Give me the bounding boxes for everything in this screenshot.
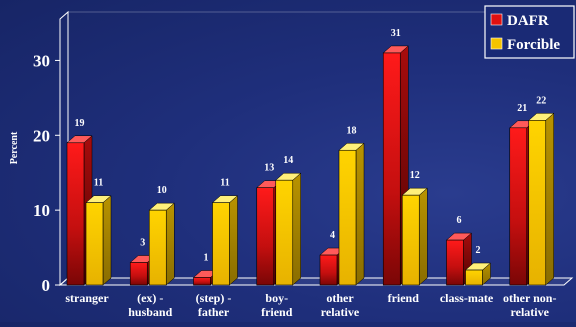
data-label: 2 [476, 245, 481, 256]
category-label: relative [321, 305, 360, 319]
bar-side [355, 142, 365, 286]
bar-forcible [85, 202, 104, 286]
data-label: 12 [410, 170, 420, 181]
y-tick-label: 0 [42, 276, 51, 295]
data-label: 13 [264, 163, 274, 174]
data-label: 31 [391, 28, 401, 39]
category-label: friend [388, 291, 420, 305]
bar-side [229, 195, 238, 286]
bar-dafr [256, 187, 275, 286]
bar-dafr [382, 52, 401, 286]
bar-side [166, 202, 175, 286]
data-label: 14 [283, 155, 293, 166]
bar-dafr [446, 239, 464, 286]
y-tick-label: 10 [33, 201, 50, 220]
category-label: other non- [503, 291, 556, 305]
bar-side [292, 172, 301, 286]
data-label: 19 [75, 118, 85, 129]
bar-forcible [338, 149, 357, 286]
bar-side [545, 112, 554, 286]
data-label: 6 [457, 215, 462, 226]
legend-swatch [490, 13, 503, 26]
category-label: father [198, 305, 230, 319]
category-label: relative [511, 305, 550, 319]
category-label: stranger [65, 291, 109, 305]
data-label: 1 [204, 253, 209, 264]
category-label: boy- [265, 291, 288, 305]
data-label: 3 [140, 238, 145, 249]
data-label: 11 [220, 178, 229, 189]
y-axis-title: Percent [9, 131, 20, 164]
bar-dafr [66, 142, 85, 286]
data-label: 21 [517, 103, 527, 114]
legend-label: Forcible [507, 37, 560, 53]
bar-dafr [319, 254, 338, 286]
category-label: (step) - [196, 291, 232, 305]
category-label: class-mate [440, 291, 494, 305]
bar-forcible [528, 120, 547, 286]
bar-forcible [465, 269, 483, 286]
bar-dafr [193, 277, 211, 286]
bar-side [102, 195, 112, 286]
y-tick-label: 30 [33, 51, 50, 70]
bar-forcible [212, 202, 230, 286]
bar-forcible [148, 209, 167, 286]
category-label: friend [261, 305, 293, 319]
data-label: 4 [330, 230, 335, 241]
data-label: 22 [536, 95, 546, 106]
y-tick-label: 20 [33, 126, 50, 145]
data-label: 18 [347, 125, 357, 136]
bar-dafr [509, 127, 528, 286]
bar-side [419, 187, 428, 286]
data-label: 11 [94, 178, 103, 189]
bar-forcible [401, 194, 420, 286]
bar-forcible [275, 179, 294, 286]
legend-label: DAFR [507, 13, 549, 29]
category-label: (ex) - [137, 291, 163, 305]
category-label: husband [128, 305, 172, 319]
data-label: 10 [157, 185, 167, 196]
legend-swatch [490, 37, 503, 50]
bar-dafr [129, 262, 148, 286]
plot-area: 0 10 20 30 Percent 19 11 stranger 3 10 (ex) -husba… [9, 5, 575, 319]
category-label: other [326, 291, 354, 305]
